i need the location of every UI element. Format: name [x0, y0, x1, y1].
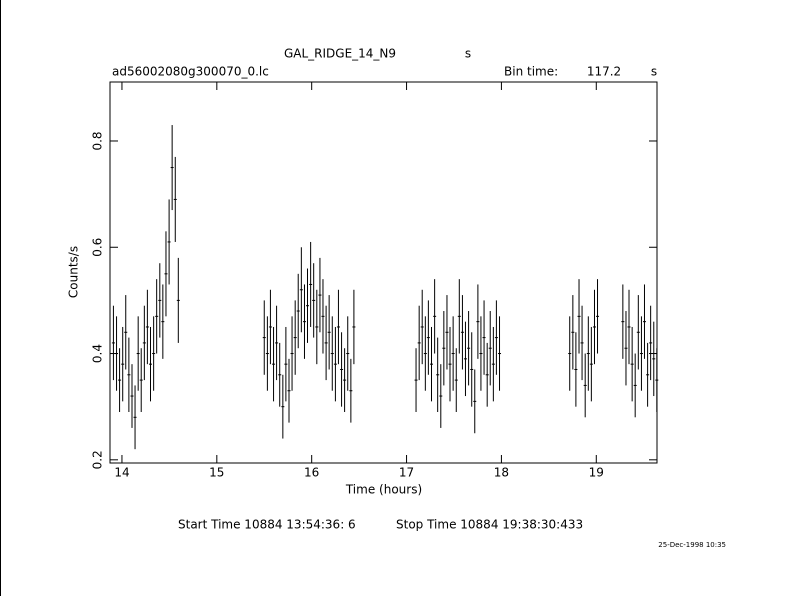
x-axis-label: Time (hours) — [345, 483, 422, 497]
x-tick-label: 18 — [494, 466, 509, 480]
start-time: Start Time 10884 13:54:36: 6 — [178, 518, 356, 532]
title-unit: s — [465, 47, 471, 61]
chart-title: GAL_RIDGE_14_N9 — [284, 47, 396, 61]
x-tick-label: 16 — [304, 466, 319, 480]
stop-time: Stop Time 10884 19:38:30:433 — [396, 518, 583, 532]
x-tick-label: 19 — [589, 466, 604, 480]
y-tick-label: 0.6 — [91, 238, 105, 257]
bin-time-label: Bin time: — [504, 65, 558, 79]
x-tick-label: 15 — [209, 466, 224, 480]
bin-time-unit: s — [651, 65, 657, 79]
file-name: ad56002080g300070_0.lc — [112, 65, 269, 79]
x-tick-label: 14 — [114, 466, 129, 480]
y-tick-label: 0.8 — [91, 131, 105, 150]
plot-frame — [109, 81, 658, 464]
x-tick-label: 17 — [399, 466, 414, 480]
y-tick-label: 0.2 — [91, 450, 105, 469]
bin-time: 117.2 — [587, 65, 621, 79]
y-axis-label: Counts/s — [67, 246, 81, 298]
date-stamp: 25-Dec-1998 10:35 — [658, 541, 726, 549]
y-tick-label: 0.4 — [91, 344, 105, 363]
